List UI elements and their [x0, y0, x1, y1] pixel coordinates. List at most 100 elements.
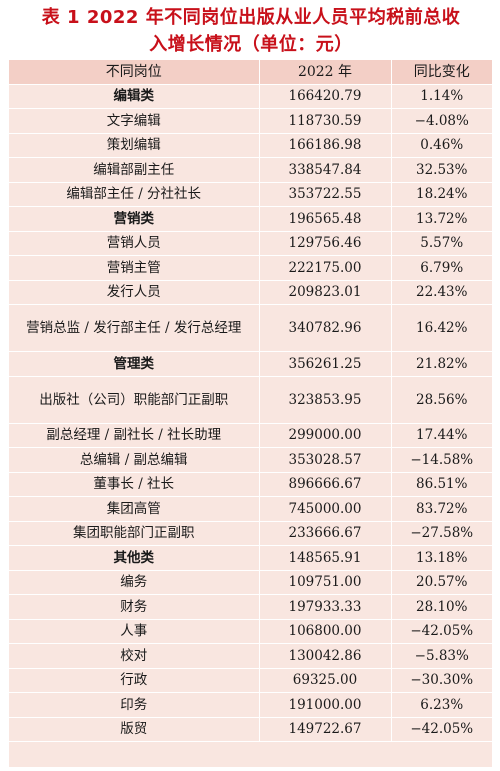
- post-cell: 策划编辑: [9, 133, 260, 158]
- change-cell: 32.53%: [391, 157, 492, 183]
- value-cell: 222175.00: [259, 255, 392, 281]
- header-change: 同比变化: [391, 60, 492, 85]
- post-cell: 编辑类: [9, 84, 260, 109]
- post-cell: 管理类: [9, 351, 260, 377]
- post-cell: 人事: [9, 619, 260, 644]
- change-cell: 86.51%: [391, 472, 492, 497]
- value-cell: 196565.48: [259, 206, 392, 232]
- value-cell: 166420.79: [259, 84, 392, 109]
- table-row: 营销总监 / 发行部主任 / 发行总经理 340782.96 16.42%: [9, 304, 492, 352]
- change-cell: −14.58%: [391, 447, 492, 473]
- change-cell: −4.08%: [391, 108, 492, 134]
- change-cell: 20.57%: [391, 570, 492, 595]
- header-post: 不同岗位: [9, 60, 260, 85]
- post-cell: 编务: [9, 570, 260, 595]
- change-cell: −5.83%: [391, 643, 492, 669]
- post-cell: 营销人员: [9, 231, 260, 256]
- post-cell: 集团高管: [9, 496, 260, 522]
- change-cell: 6.79%: [391, 255, 492, 281]
- income-table: 不同岗位 2022 年 同比变化 编辑类 166420.79 1.14% 文字编辑 11…: [9, 60, 492, 742]
- value-cell: 106800.00: [259, 619, 392, 644]
- header-year: 2022 年: [259, 60, 392, 85]
- post-cell: 发行人员: [9, 280, 260, 305]
- table-row: 版贸 149722.67 −42.05%: [9, 717, 492, 742]
- value-cell: 209823.01: [259, 280, 392, 305]
- post-cell: 版贸: [9, 717, 260, 742]
- value-cell: 191000.00: [259, 692, 392, 718]
- value-cell: 197933.33: [259, 594, 392, 620]
- table-row: 营销人员 129756.46 5.57%: [9, 231, 492, 256]
- change-cell: 0.46%: [391, 133, 492, 158]
- value-cell: 109751.00: [259, 570, 392, 595]
- table-row: 总编辑 / 副总编辑 353028.57 −14.58%: [9, 447, 492, 473]
- table-row: 发行人员 209823.01 22.43%: [9, 280, 492, 305]
- change-cell: 13.18%: [391, 545, 492, 571]
- table-row: 文字编辑 118730.59 −4.08%: [9, 108, 492, 134]
- table-row: 校对 130042.86 −5.83%: [9, 643, 492, 669]
- post-cell: 编辑部副主任: [9, 157, 260, 183]
- change-cell: 5.57%: [391, 231, 492, 256]
- change-cell: −27.58%: [391, 521, 492, 546]
- income-table-container: 不同岗位 2022 年 同比变化 编辑类 166420.79 1.14% 文字编辑 11…: [9, 60, 492, 767]
- table-row: 营销主管 222175.00 6.79%: [9, 255, 492, 281]
- change-cell: 83.72%: [391, 496, 492, 522]
- category-row: 编辑类 166420.79 1.14%: [9, 84, 492, 109]
- post-cell: 编辑部主任 / 分社社长: [9, 182, 260, 207]
- table-row: 出版社（公司）职能部门正副职 323853.95 28.56%: [9, 376, 492, 424]
- value-cell: 353722.55: [259, 182, 392, 207]
- post-cell: 行政: [9, 668, 260, 693]
- table-row: 编辑部主任 / 分社社长 353722.55 18.24%: [9, 182, 492, 207]
- value-cell: 356261.25: [259, 351, 392, 377]
- post-cell: 总编辑 / 副总编辑: [9, 447, 260, 473]
- value-cell: 148565.91: [259, 545, 392, 571]
- change-cell: 1.14%: [391, 84, 492, 109]
- table-row: 副总经理 / 副社长 / 社长助理 299000.00 17.44%: [9, 423, 492, 448]
- change-cell: 18.24%: [391, 182, 492, 207]
- value-cell: 338547.84: [259, 157, 392, 183]
- table-row: 印务 191000.00 6.23%: [9, 692, 492, 718]
- category-row: 管理类 356261.25 21.82%: [9, 351, 492, 377]
- table-body: 编辑类 166420.79 1.14% 文字编辑 118730.59 −4.08% 策划编辑…: [9, 84, 492, 742]
- table-row: 财务 197933.33 28.10%: [9, 594, 492, 620]
- table-row: 董事长 / 社长 896666.67 86.51%: [9, 472, 492, 497]
- table-row: 编辑部副主任 338547.84 32.53%: [9, 157, 492, 183]
- value-cell: 299000.00: [259, 423, 392, 448]
- table-row: 集团高管 745000.00 83.72%: [9, 496, 492, 522]
- post-cell: 印务: [9, 692, 260, 718]
- category-row: 其他类 148565.91 13.18%: [9, 545, 492, 571]
- post-cell: 副总经理 / 副社长 / 社长助理: [9, 423, 260, 448]
- value-cell: 166186.98: [259, 133, 392, 158]
- change-cell: −42.05%: [391, 717, 492, 742]
- change-cell: −42.05%: [391, 619, 492, 644]
- table-row: 人事 106800.00 −42.05%: [9, 619, 492, 644]
- value-cell: 149722.67: [259, 717, 392, 742]
- change-cell: −30.30%: [391, 668, 492, 693]
- value-cell: 69325.00: [259, 668, 392, 693]
- change-cell: 28.56%: [391, 376, 492, 424]
- post-cell: 其他类: [9, 545, 260, 571]
- post-cell: 董事长 / 社长: [9, 472, 260, 497]
- value-cell: 130042.86: [259, 643, 392, 669]
- value-cell: 745000.00: [259, 496, 392, 522]
- table-row: 集团职能部门正副职 233666.67 −27.58%: [9, 521, 492, 546]
- post-cell: 出版社（公司）职能部门正副职: [9, 376, 260, 424]
- table-title: 表 1 2022 年不同岗位出版从业人员平均税前总收 入增长情况（单位：元）: [8, 4, 494, 58]
- post-cell: 文字编辑: [9, 108, 260, 134]
- post-cell: 营销主管: [9, 255, 260, 281]
- value-cell: 896666.67: [259, 472, 392, 497]
- category-row: 营销类 196565.48 13.72%: [9, 206, 492, 232]
- table-title-line-2: 入增长情况（单位：元）: [149, 34, 353, 55]
- value-cell: 323853.95: [259, 376, 392, 424]
- post-cell: 营销类: [9, 206, 260, 232]
- post-cell: 校对: [9, 643, 260, 669]
- change-cell: 22.43%: [391, 280, 492, 305]
- post-cell: 集团职能部门正副职: [9, 521, 260, 546]
- table-header-row: 不同岗位 2022 年 同比变化: [9, 60, 492, 85]
- post-cell: 营销总监 / 发行部主任 / 发行总经理: [9, 304, 260, 352]
- change-cell: 21.82%: [391, 351, 492, 377]
- table-row: 策划编辑 166186.98 0.46%: [9, 133, 492, 158]
- table-row: 行政 69325.00 −30.30%: [9, 668, 492, 693]
- table-row: 编务 109751.00 20.57%: [9, 570, 492, 595]
- change-cell: 28.10%: [391, 594, 492, 620]
- change-cell: 17.44%: [391, 423, 492, 448]
